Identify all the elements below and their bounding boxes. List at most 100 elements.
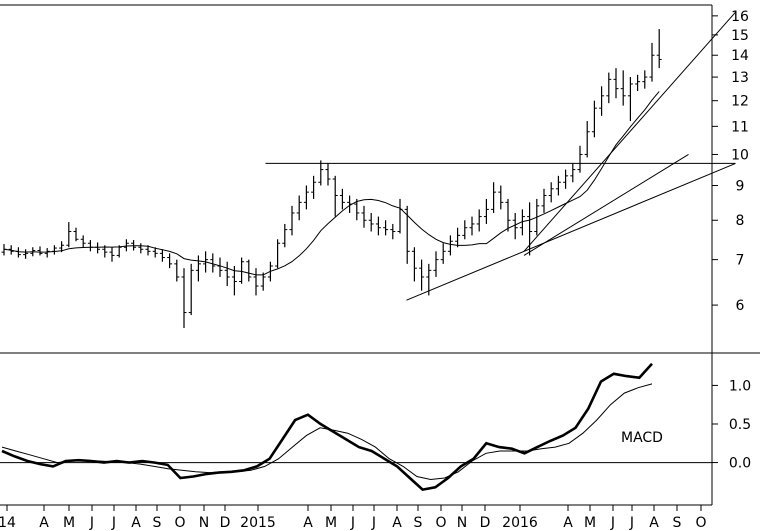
price-bar	[469, 216, 475, 236]
macd-signal-line	[1, 383, 653, 481]
time-axis: 14 A M J J A S O N D 2015 A M J J A S O N D 2016 A M J J A S O	[0, 505, 707, 531]
macd-axis-ticks: 1.0 0.5 0.0	[712, 378, 751, 472]
price-bar	[87, 240, 93, 252]
price-bar	[1, 244, 7, 256]
time-tick-label: J	[610, 515, 615, 531]
price-bar	[498, 185, 504, 210]
price-bar	[260, 272, 266, 291]
price-bar	[188, 263, 194, 316]
price-bar	[217, 257, 223, 277]
price-bar	[447, 235, 453, 256]
price-bar	[167, 253, 173, 269]
price-axis-ticks: 16 15 14 13 12 11 10 9 8 7 6	[712, 9, 749, 314]
time-tick-label: A	[649, 515, 659, 531]
price-bar	[390, 223, 396, 240]
time-tick-label: M	[63, 515, 75, 531]
price-bar	[181, 268, 187, 329]
time-tick-label: A	[392, 515, 402, 531]
price-bar	[599, 86, 605, 116]
price-bar	[159, 249, 165, 262]
price-bar	[368, 212, 374, 232]
price-bar	[253, 268, 259, 296]
price-bar	[606, 72, 612, 104]
time-tick-label: 14	[0, 515, 16, 531]
price-bar	[123, 239, 129, 252]
price-bar	[419, 259, 425, 291]
price-bar	[195, 255, 201, 282]
price-tick-label: 15	[731, 28, 749, 44]
macd-lines	[1, 362, 653, 491]
price-bar	[577, 145, 583, 173]
price-bar	[375, 216, 381, 236]
time-tick-label: J	[111, 515, 116, 531]
macd-panel: 1.0 0.5 0.0 MACD	[0, 353, 751, 506]
price-bar	[44, 248, 50, 258]
time-tick-label: S	[673, 515, 682, 531]
price-bar	[383, 220, 389, 236]
price-bar	[512, 212, 518, 240]
price-bar	[361, 205, 367, 228]
macd-tick-label: 1.0	[729, 378, 751, 394]
time-tick-label: M	[584, 515, 596, 531]
price-bars	[1, 29, 662, 329]
price-bar	[534, 198, 540, 236]
time-tick-label: D	[220, 515, 231, 531]
time-tick-label: O	[695, 515, 706, 531]
moving-average-line	[3, 91, 660, 276]
price-bar	[239, 257, 245, 284]
price-bar	[591, 100, 597, 138]
price-bar	[635, 74, 641, 92]
price-bar	[95, 242, 101, 254]
price-bar	[303, 185, 309, 210]
price-bar	[131, 240, 137, 251]
price-bar	[15, 247, 21, 258]
macd-label: MACD	[621, 430, 663, 446]
price-bar	[23, 249, 29, 259]
price-bar	[109, 247, 115, 262]
time-tick-label: 2015	[240, 515, 276, 531]
price-tick-label: 13	[731, 70, 749, 86]
price-bar	[145, 245, 151, 256]
time-tick-label: A	[39, 515, 49, 531]
price-bar	[397, 198, 403, 234]
price-bar	[433, 251, 439, 277]
price-tick-label: 7	[736, 253, 745, 269]
price-bar	[51, 245, 57, 255]
price-tick-label: 12	[731, 94, 749, 110]
price-bar	[8, 245, 14, 255]
price-bar	[224, 261, 230, 287]
trend-line	[406, 162, 736, 301]
price-bar	[203, 251, 209, 273]
price-bar	[80, 235, 86, 248]
macd-tick-label: 0.0	[729, 456, 751, 472]
price-bar	[563, 169, 569, 189]
price-bar	[642, 70, 648, 89]
time-tick-label: J	[629, 515, 634, 531]
time-tick-label: J	[371, 515, 376, 531]
price-bar	[332, 175, 338, 217]
time-tick-label: O	[174, 515, 185, 531]
moving-average-path	[3, 91, 660, 276]
price-bar	[354, 198, 360, 221]
price-bar	[116, 245, 122, 258]
price-bar	[476, 209, 482, 232]
price-bar	[282, 223, 288, 248]
price-bar	[505, 198, 511, 232]
price-bar	[440, 243, 446, 264]
price-bar	[138, 243, 144, 254]
price-tick-label: 10	[731, 147, 749, 163]
time-tick-label: J	[89, 515, 94, 531]
trend-line	[523, 154, 689, 256]
price-bar	[455, 227, 461, 248]
price-bar	[325, 163, 331, 186]
price-bar	[296, 195, 302, 221]
price-bar	[73, 227, 79, 242]
price-tick-label: 14	[731, 48, 749, 64]
price-bar	[627, 77, 633, 122]
time-tick-label: A	[131, 515, 141, 531]
price-bar	[462, 220, 468, 240]
time-tick-label: J	[350, 515, 355, 531]
price-bar	[66, 222, 72, 248]
price-bar	[519, 209, 525, 236]
